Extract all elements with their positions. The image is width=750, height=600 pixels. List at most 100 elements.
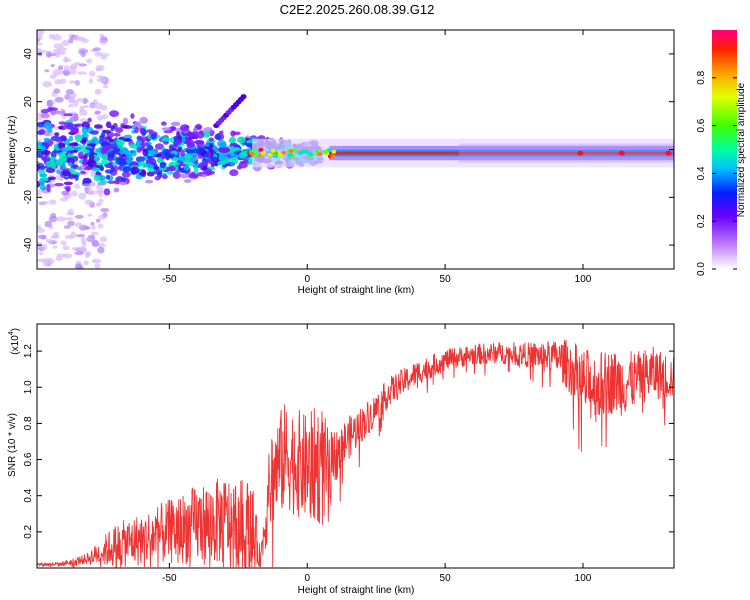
spectrogram-blob	[252, 148, 258, 153]
spectrogram-blob	[65, 88, 74, 95]
spectrogram-blob	[186, 143, 195, 148]
spectrogram-blob	[121, 171, 131, 178]
spectrogram-blob	[87, 190, 94, 195]
spectrogram-blob	[83, 260, 89, 266]
spectrogram-blob	[88, 152, 95, 161]
spectrogram-blob	[50, 156, 55, 162]
spectrogram-blob	[267, 152, 273, 157]
spectrogram-blob	[97, 202, 103, 206]
spectrogram-blob	[153, 165, 160, 170]
spectrogram-blob	[297, 151, 303, 156]
spectrogram-band-wide	[458, 143, 674, 163]
spectrogram-blob	[193, 165, 199, 174]
snr-x-tick-label: 50	[440, 573, 452, 584]
spectrogram-blob	[230, 161, 235, 167]
spectrogram-blob	[59, 197, 69, 202]
spectrogram-blob	[94, 167, 100, 172]
spectrogram-blob	[81, 149, 91, 154]
spectrogram-blob	[81, 126, 88, 134]
spectrogram-blob	[239, 160, 250, 165]
spectrogram-blob	[203, 165, 208, 170]
spectrogram-blob	[98, 39, 108, 45]
spectrogram-blob	[37, 47, 42, 53]
spectrogram-blob	[37, 42, 43, 46]
spectrogram-blob	[62, 170, 71, 177]
spectrogram-blob	[135, 140, 144, 148]
spectrogram-band-core	[329, 151, 674, 155]
spectrogram-blob	[88, 78, 94, 84]
spectrogram-blob	[98, 198, 104, 203]
snr-y-tick-label: 0.4	[23, 488, 34, 502]
spectrogram-blob	[178, 155, 186, 162]
spectrogram-blob	[43, 137, 50, 142]
spectrogram-blob	[121, 177, 127, 183]
spectrogram-blob	[95, 218, 101, 223]
spectrogram-blob	[254, 152, 260, 157]
spectrogram-blob	[91, 181, 96, 187]
spectrogram-blob	[60, 240, 67, 246]
spectrogram-blob	[49, 74, 57, 80]
spectrogram-blob	[202, 174, 207, 178]
spectrogram-blob	[273, 154, 279, 159]
spectrogram-y-axis-label: Frequency (Hz)	[7, 116, 18, 185]
spectrogram-blob	[113, 187, 120, 193]
spectrogram-blob	[63, 181, 73, 186]
spectrogram-blob	[154, 175, 161, 181]
spectrogram-blob	[61, 163, 66, 170]
spectrogram-blob	[314, 149, 320, 154]
spectrogram-blob	[45, 167, 56, 174]
spectrogram-blob	[55, 255, 63, 261]
spectrogram-blob	[189, 132, 197, 138]
spectrogram-blob	[107, 180, 116, 184]
spectrogram-blob	[102, 129, 111, 134]
spectrogram-blob	[62, 245, 70, 251]
spectrogram-blob	[130, 166, 140, 175]
snr-y-tick-label: 1.2	[23, 344, 34, 358]
spectrogram-blob	[95, 172, 102, 176]
spectrogram-blob	[38, 177, 44, 186]
spectrogram-blob	[96, 183, 101, 190]
spectrogram-blob	[78, 63, 88, 67]
spectrogram-blob	[142, 148, 149, 157]
spectrogram-x-tick-label: 0	[304, 274, 310, 285]
spectrogram-blob	[71, 246, 79, 251]
spectrogram-blob	[105, 121, 112, 129]
spectrogram-blob	[94, 51, 103, 57]
spectrogram-blob	[211, 156, 218, 162]
spectrogram-blob	[103, 188, 111, 196]
spectrogram-blob	[87, 213, 93, 217]
colorbar-gradient	[712, 30, 737, 269]
spectrogram-blob	[54, 96, 64, 103]
colorbar-tick-label: 0.0	[696, 262, 707, 276]
spectrogram-blob	[122, 166, 131, 173]
spectrogram-blob	[218, 147, 229, 153]
spectrogram-blob	[71, 190, 78, 197]
spectrogram-blob	[84, 199, 93, 205]
spectrogram-blob	[170, 126, 176, 131]
spectrogram-blob	[100, 208, 110, 213]
figure-title: C2E2.2025.260.08.39.G12	[280, 2, 435, 17]
spectrogram-blob	[146, 171, 155, 177]
spectrogram-blob	[66, 153, 74, 158]
spectrogram-blob	[163, 130, 173, 134]
spectrogram-blob	[70, 231, 77, 239]
spectrogram-blob	[94, 102, 103, 109]
spectrogram-blob	[51, 34, 62, 41]
spectrogram-blob	[123, 134, 133, 140]
colorbar-tick-label: 0.6	[696, 118, 707, 132]
snr-frame	[36, 323, 675, 569]
spectrogram-blob	[37, 227, 45, 233]
spectrogram-blob	[74, 134, 83, 143]
spectrogram-blob	[69, 116, 79, 122]
spectrogram-blob	[63, 225, 71, 229]
spectrogram-blob	[170, 157, 180, 162]
spectrogram-blob	[179, 173, 189, 179]
spectrogram-blob	[181, 163, 187, 167]
spectrogram-blob	[78, 36, 86, 42]
spectrogram-blob	[81, 138, 87, 145]
spectrogram-blob	[287, 153, 293, 158]
colorbar-ticks: 0.0 0.2 0.4 0.6 0.8	[696, 70, 737, 276]
spectrogram-blob	[203, 127, 213, 133]
spectrogram-blob	[38, 129, 46, 135]
spectrogram-blob	[75, 234, 86, 238]
